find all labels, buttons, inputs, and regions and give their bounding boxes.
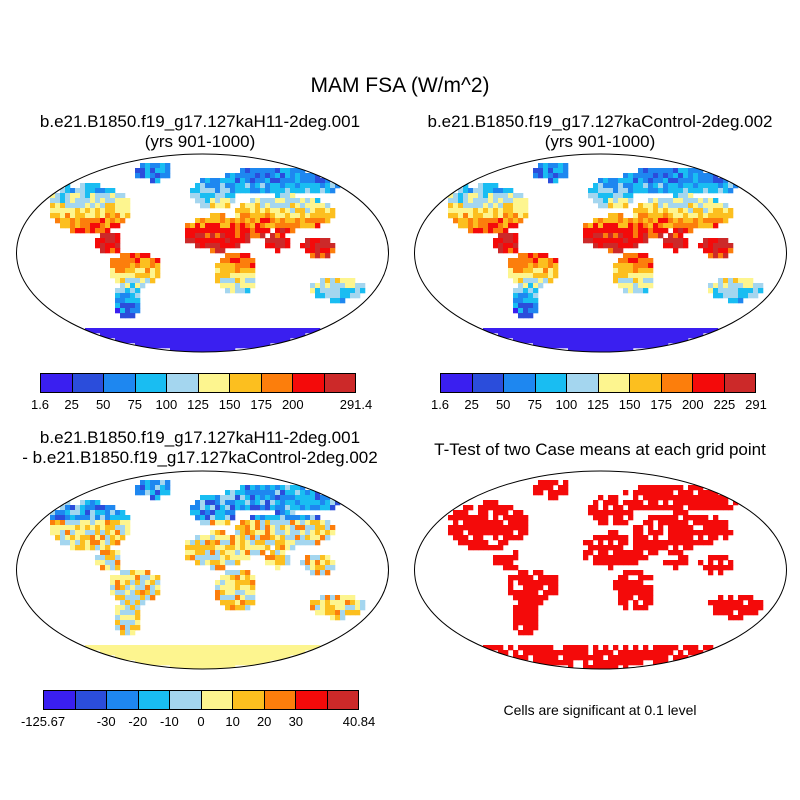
colorbar-swatch	[324, 374, 355, 392]
colorbar-tick-label: 50	[95, 397, 111, 412]
colorbar-tick-label: 200	[281, 397, 304, 412]
colorbar-swatch	[261, 374, 293, 392]
colorbar-swatch	[441, 374, 473, 392]
colorbar-tick-label: -10	[159, 714, 179, 729]
colorbar-tick-label: 1.6	[30, 397, 50, 412]
colorbar-tick-label: 125	[587, 397, 609, 412]
colorbar-tick-label: 25	[464, 397, 479, 412]
colorbar-tick-label: -125.67	[20, 714, 66, 729]
colorbar-swatch	[167, 374, 199, 392]
colorbar-tick-label: 150	[618, 397, 641, 412]
panel-3-colorbar	[43, 690, 359, 710]
colorbar-swatch	[41, 374, 73, 392]
colorbar-tick-label: 125	[187, 397, 209, 412]
colorbar-swatch	[44, 691, 76, 709]
colorbar-tick-label: 200	[681, 397, 704, 412]
colorbar-tick-label: 100	[155, 397, 178, 412]
panel-2-map	[414, 153, 787, 353]
panel-1-colorbar	[40, 373, 356, 393]
panel-4-map	[414, 470, 787, 670]
colorbar-tick-label: 225	[713, 397, 736, 412]
map-grid-cells	[50, 163, 366, 352]
panel-4-note: Cells are significant at 0.1 level	[503, 702, 697, 718]
colorbar-swatch	[293, 374, 325, 392]
colorbar-swatch	[327, 691, 358, 709]
colorbar-swatch	[264, 691, 296, 709]
panel-2-subtitle: (yrs 901-1000)	[544, 132, 656, 151]
panel-3-map	[16, 470, 389, 670]
panel-1-map	[16, 153, 389, 353]
colorbar-tick-label: 175	[650, 397, 673, 412]
colorbar-swatch	[233, 691, 265, 709]
map-grid-cells	[448, 480, 764, 669]
colorbar-tick-label: 30	[288, 714, 304, 729]
colorbar-swatch	[535, 374, 567, 392]
map-grid-cells	[448, 163, 764, 352]
colorbar-tick-label: 1.6	[430, 397, 450, 412]
colorbar-swatch	[138, 691, 170, 709]
colorbar-swatch	[198, 374, 230, 392]
colorbar-tick-label: -30	[96, 714, 116, 729]
colorbar-swatch	[72, 374, 104, 392]
colorbar-swatch	[296, 691, 328, 709]
colorbar-tick-label: 75	[127, 397, 143, 412]
panel-2-colorbar	[440, 373, 756, 393]
colorbar-tick-label: 20	[256, 714, 272, 729]
colorbar-swatch	[504, 374, 536, 392]
colorbar-tick-label: 10	[225, 714, 240, 729]
colorbar-swatch	[598, 374, 630, 392]
colorbar-tick-label: 50	[495, 397, 511, 412]
panel-4-title: T-Test of two Case means at each grid po…	[434, 440, 766, 459]
colorbar-swatch	[630, 374, 662, 392]
colorbar-tick-label: -20	[128, 714, 148, 729]
panel-3-colorbar-labels: -125.67 -30 -20 -10 0 10 20 30 40.84	[21, 714, 375, 730]
panel-2-colorbar-labels: 1.6 25 50 75 100 125 150 175 200 225 291	[431, 397, 767, 413]
colorbar-swatch	[135, 374, 167, 392]
colorbar-tick-label: 100	[555, 397, 578, 412]
panel-1-title: b.e21.B1850.f19_g17.127kaH11-2deg.001	[39, 112, 361, 131]
colorbar-tick-label: 0	[197, 714, 205, 729]
map-boundary	[414, 470, 787, 670]
colorbar-swatch	[107, 691, 139, 709]
colorbar-tick-label: 150	[218, 397, 241, 412]
figure-title: MAM FSA (W/m^2)	[310, 74, 490, 97]
colorbar-tick-label: 75	[527, 397, 543, 412]
colorbar-swatch	[724, 374, 755, 392]
colorbar-swatch	[230, 374, 262, 392]
map-grid-cells	[50, 480, 366, 669]
panel-3-title: b.e21.B1850.f19_g17.127kaH11-2deg.001	[39, 428, 361, 447]
colorbar-tick-label: 40.84	[342, 714, 376, 729]
colorbar-swatch	[567, 374, 599, 392]
colorbar-swatch	[104, 374, 136, 392]
colorbar-swatch	[201, 691, 233, 709]
colorbar-tick-label: 175	[250, 397, 273, 412]
colorbar-tick-label: 291	[745, 397, 767, 412]
map-boundary	[16, 470, 389, 670]
map-boundary	[16, 153, 389, 353]
colorbar-swatch	[661, 374, 693, 392]
colorbar-swatch	[693, 374, 725, 392]
colorbar-tick-label: 25	[64, 397, 79, 412]
colorbar-tick-label: 291.4	[339, 397, 373, 412]
panel-3-subtitle: - b.e21.B1850.f19_g17.127kaControl-2deg.…	[22, 448, 378, 467]
panel-2-title: b.e21.B1850.f19_g17.127kaControl-2deg.00…	[427, 112, 773, 131]
colorbar-swatch	[472, 374, 504, 392]
map-boundary	[414, 153, 787, 353]
colorbar-swatch	[75, 691, 107, 709]
colorbar-swatch	[170, 691, 202, 709]
panel-1-subtitle: (yrs 901-1000)	[144, 132, 256, 151]
panel-1-colorbar-labels: 1.6 25 50 75 100 125 150 175 200 291.4	[31, 397, 372, 413]
